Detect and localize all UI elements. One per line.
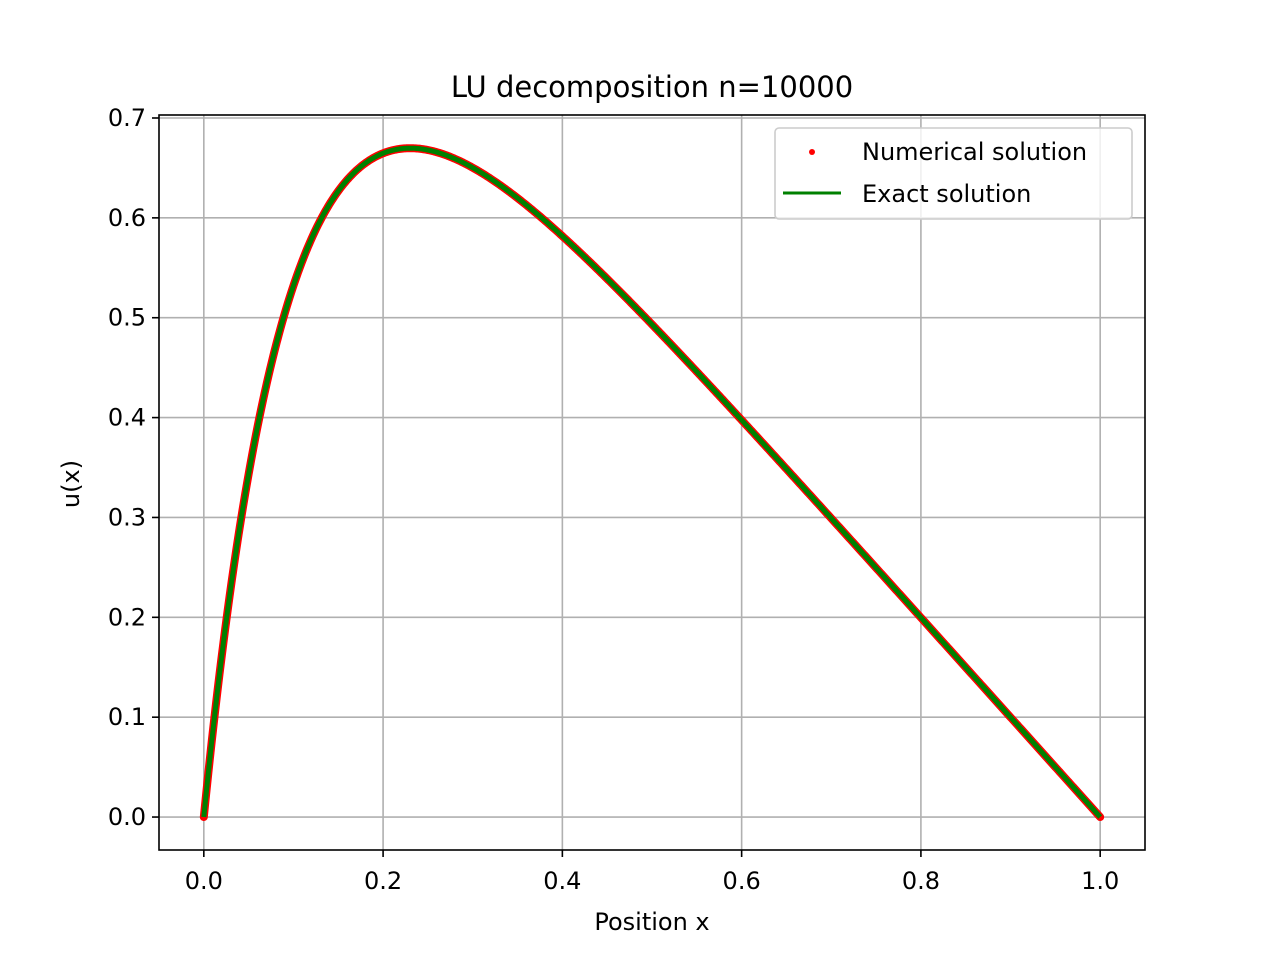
x-axis-label: Position x	[594, 908, 709, 936]
y-tick-label: 0.6	[108, 204, 146, 232]
x-tick-label: 0.0	[185, 867, 223, 895]
x-tick-label: 0.8	[902, 867, 940, 895]
y-tick-label: 0.1	[108, 703, 146, 731]
legend-marker-numerical	[809, 149, 815, 155]
y-tick-label: 0.3	[108, 503, 146, 531]
x-tick-label: 0.4	[543, 867, 581, 895]
legend-box	[774, 127, 1133, 220]
x-tick-label: 1.0	[1081, 867, 1119, 895]
y-tick-label: 0.5	[108, 304, 146, 332]
x-tick-label: 0.2	[364, 867, 402, 895]
y-tick-label: 0.2	[108, 603, 146, 631]
legend-label-numerical: Numerical solution	[862, 138, 1087, 166]
y-axis-label: u(x)	[57, 460, 85, 508]
x-axis-ticks: 0.0 0.2 0.4 0.6 0.8 1.0	[185, 850, 1119, 895]
y-tick-label: 0.7	[108, 104, 146, 132]
chart-title: LU decomposition n=10000	[451, 70, 853, 104]
y-axis-ticks: 0.0 0.1 0.2 0.3 0.4 0.5 0.6 0.7	[108, 104, 159, 831]
y-tick-label: 0.0	[108, 803, 146, 831]
y-tick-label: 0.4	[108, 404, 146, 432]
legend: Numerical solution Exact solution	[774, 127, 1133, 220]
series-exact-solution	[201, 145, 1103, 819]
legend-label-exact: Exact solution	[862, 180, 1031, 208]
x-tick-label: 0.6	[723, 867, 761, 895]
axes-frame	[158, 114, 1146, 851]
plot-area	[199, 144, 1105, 822]
